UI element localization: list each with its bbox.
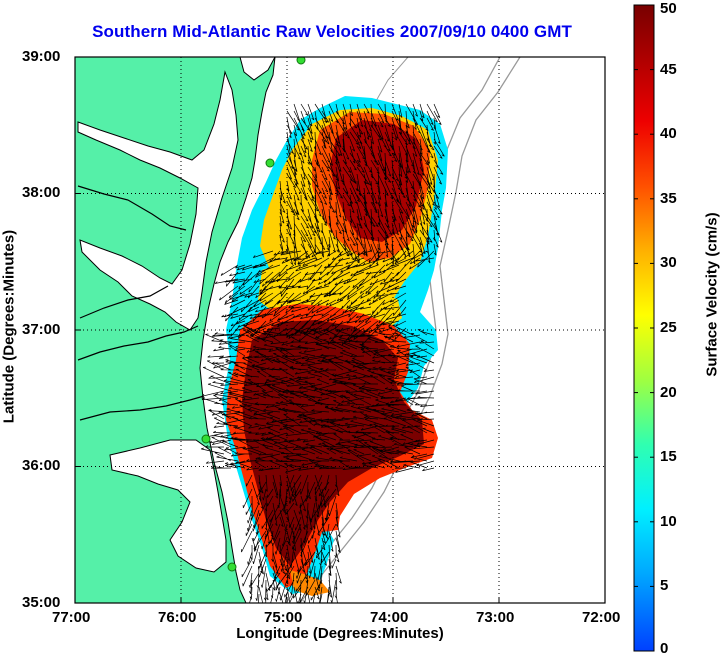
delaware-bay (239, 57, 276, 81)
colorbar-tick-label: 40 (660, 125, 677, 143)
colorbar-tick-label: 10 (660, 512, 677, 530)
hf-radar-station-marker (265, 158, 275, 168)
y-tick-label: 35:00 (22, 594, 61, 611)
velocity-field (222, 96, 448, 596)
y-axis-label: Latitude (Degrees:Minutes) (0, 229, 18, 424)
x-tick-label: 77:00 (52, 609, 91, 626)
y-tick-label: 39:00 (22, 48, 61, 65)
y-tick-label: 38:00 (22, 184, 61, 201)
grid-lines (75, 57, 605, 603)
hf-radar-station-marker (201, 434, 211, 444)
x-tick-label: 75:00 (264, 609, 303, 626)
x-axis-label: Longitude (Degrees:Minutes) (236, 625, 444, 642)
hf-radar-station-marker (227, 562, 237, 572)
bathymetry-contour-slope (299, 57, 521, 603)
colorbar-tick-label: 15 (660, 448, 677, 466)
james-river (77, 325, 199, 361)
albemarle-river (79, 395, 205, 421)
y-tick-label: 36:00 (22, 457, 61, 474)
colorbar-tick-label: 50 (660, 0, 677, 17)
colorbar-label: Surface Velocity (cm/s) (703, 212, 721, 377)
colorbar-tick-label: 5 (660, 577, 669, 595)
velocity-vectors (200, 103, 445, 603)
axis-tick-marks (75, 193, 500, 603)
york-river (79, 285, 169, 319)
colorbar-tick-label: 45 (660, 60, 677, 78)
colorbar-tick-marks (634, 4, 654, 652)
chart-title: Southern Mid-Atlantic Raw Velocities 200… (92, 22, 572, 41)
colorbar-tick-label: 25 (660, 319, 677, 336)
x-tick-label: 76:00 (158, 609, 197, 626)
potomac-river (77, 185, 187, 231)
colorbar-tick-label: 35 (660, 189, 677, 207)
velocity-arrows (200, 103, 445, 603)
colorbar-tick-label: 0 (660, 640, 669, 657)
y-tick-label: 37:00 (22, 321, 61, 338)
x-tick-label: 74:00 (370, 609, 409, 626)
colorbar-tick-label: 20 (660, 383, 677, 401)
chesapeake-bay (77, 70, 239, 331)
colorbar-tick-label: 30 (660, 254, 677, 272)
hf-radar-station-marker (296, 57, 306, 65)
x-tick-label: 73:00 (476, 609, 515, 626)
x-tick-label: 72:00 (582, 609, 621, 626)
pamlico-sound (109, 439, 227, 573)
